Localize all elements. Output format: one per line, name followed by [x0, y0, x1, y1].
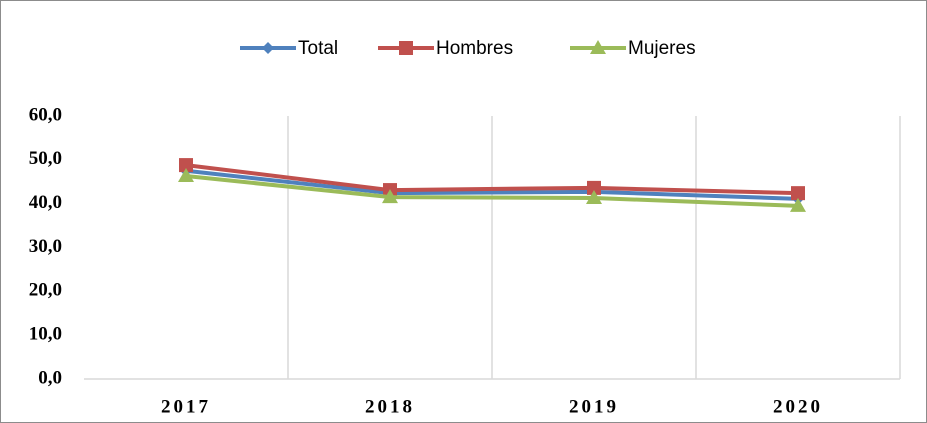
marker	[179, 158, 193, 173]
y-tick-label: 50,0	[29, 148, 62, 169]
legend-label: Hombres	[436, 38, 513, 59]
y-tick-label: 40,0	[29, 192, 62, 213]
series-line	[185, 168, 799, 201]
legend-marker	[399, 41, 413, 55]
x-tick-label: 2020	[773, 396, 823, 417]
marker	[586, 189, 602, 204]
x-tick-label: 2018	[365, 396, 415, 417]
y-tick-label: 20,0	[29, 280, 62, 301]
marker	[790, 197, 806, 212]
series-line	[185, 163, 799, 196]
y-tick-label: 30,0	[29, 236, 62, 257]
x-tick-label: 2019	[569, 396, 619, 417]
marker	[178, 168, 194, 183]
legend-label: Total	[298, 38, 338, 59]
marker	[587, 180, 601, 195]
series-line	[185, 174, 799, 208]
marker	[791, 186, 805, 201]
y-tick-label: 0,0	[38, 367, 62, 388]
legend-label: Mujeres	[628, 38, 696, 59]
legend-marker	[262, 42, 274, 54]
legend-marker	[590, 40, 606, 54]
y-tick-label: 10,0	[29, 324, 62, 345]
x-tick-label: 2017	[161, 396, 211, 417]
marker	[382, 189, 398, 204]
y-tick-label: 60,0	[29, 104, 62, 125]
